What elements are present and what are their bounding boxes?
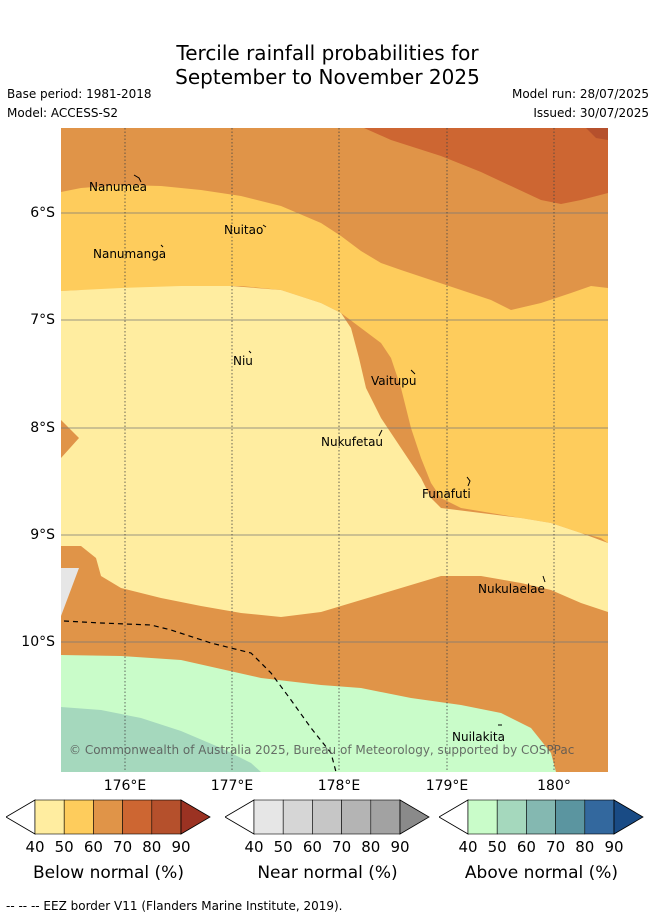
colorbar-extend-low xyxy=(6,799,36,835)
base-period: Base period: 1981-2018 xyxy=(7,87,152,101)
colorbar-swatch xyxy=(93,799,123,835)
colorbar-tick-label: 50 xyxy=(273,838,293,856)
colorbar-swatch xyxy=(312,799,342,835)
zone-below-70 xyxy=(364,128,608,204)
place-label: Nanumea xyxy=(89,180,147,194)
colorbar-swatch xyxy=(253,799,284,835)
eez-border xyxy=(63,620,337,772)
island-outlines xyxy=(133,174,546,726)
colorbar-tick-label: 50 xyxy=(54,838,74,856)
colorbar-extend-low xyxy=(439,799,469,835)
colorbar-extend-high xyxy=(399,799,430,835)
zone-near-40 xyxy=(61,568,79,616)
latitude-gridlines xyxy=(61,212,608,643)
lat-label-6s: 6°S xyxy=(30,205,55,221)
colorbar-tick-label: 80 xyxy=(361,838,381,856)
place-label: Funafuti xyxy=(422,487,471,501)
lon-label-177e: 177°E xyxy=(210,778,254,794)
colorbar-tick-label: 80 xyxy=(575,838,595,856)
colorbar-swatch xyxy=(526,799,556,835)
colorbar-swatch xyxy=(467,799,498,835)
zone-below-40 xyxy=(61,286,608,617)
near-normal-colorbar xyxy=(225,799,430,835)
zone-below-50 xyxy=(61,185,608,543)
map-title-line1: Tercile rainfall probabilities for xyxy=(176,41,479,65)
rainfall-map: Nanumea Nuitao Nanumanga Niu Vaitupu Nuk… xyxy=(61,128,608,772)
eez-footnote: -- -- -- EEZ border V11 (Flanders Marine… xyxy=(6,899,343,913)
colorbar-tick-label: 60 xyxy=(516,838,536,856)
colorbar-tick-label: 80 xyxy=(142,838,162,856)
colorbar-tick-label: 70 xyxy=(113,838,133,856)
longitude-gridlines xyxy=(124,128,555,772)
colorbar-tick-label: 40 xyxy=(244,838,264,856)
lat-label-7s: 7°S xyxy=(30,312,55,328)
map-title-line2: September to November 2025 xyxy=(175,65,480,89)
colorbar-tick-label: 40 xyxy=(458,838,478,856)
lon-label-180: 180° xyxy=(537,778,571,794)
colorbar-tick-label: 50 xyxy=(487,838,507,856)
lon-label-176e: 176°E xyxy=(103,778,147,794)
colorbar-tick-label: 40 xyxy=(25,838,45,856)
place-label: Nanumanga xyxy=(93,247,166,261)
colorbar-swatch xyxy=(63,799,94,835)
place-label: Nukufetau xyxy=(321,435,383,449)
near-normal-colorbar-label: Near normal (%) xyxy=(257,863,398,883)
colorbar-tick-label: 60 xyxy=(83,838,103,856)
lat-label-9s: 9°S xyxy=(30,527,55,543)
colorbar-swatch xyxy=(34,799,65,835)
colorbar-swatch xyxy=(282,799,313,835)
above-normal-colorbar-label: Above normal (%) xyxy=(464,863,619,883)
colorbar-swatch xyxy=(122,799,153,835)
colorbar-extend-high xyxy=(180,799,211,835)
place-label: Nukulaelae xyxy=(478,582,545,596)
map-svg: Nanumea Nuitao Nanumanga Niu Vaitupu Nuk… xyxy=(61,128,608,772)
colorbar-swatch xyxy=(496,799,527,835)
colorbar-swatch xyxy=(584,799,615,835)
below-normal-colorbar-label: Below normal (%) xyxy=(33,863,184,883)
below-normal-colorbar xyxy=(6,799,211,835)
colorbar-tick-label: 90 xyxy=(604,838,624,856)
place-label: Vaitupu xyxy=(371,374,417,388)
colorbar-tick-label: 70 xyxy=(332,838,352,856)
lon-label-178e: 178°E xyxy=(317,778,361,794)
zone-above-50 xyxy=(61,707,261,772)
colorbar-swatch xyxy=(151,799,182,835)
model-name: Model: ACCESS-S2 xyxy=(7,106,119,120)
lat-label-8s: 8°S xyxy=(30,420,55,436)
colorbar-swatch xyxy=(555,799,586,835)
colorbar-tick-label: 90 xyxy=(171,838,191,856)
lat-label-10s: 10°S xyxy=(21,634,55,650)
colorbar-extend-low xyxy=(225,799,255,835)
place-label: Nuitao xyxy=(224,223,263,237)
colorbar-extend-high xyxy=(613,799,644,835)
copyright-notice: © Commonwealth of Australia 2025, Bureau… xyxy=(69,743,574,757)
colorbar-swatch xyxy=(370,799,401,835)
above-normal-colorbar xyxy=(439,799,644,835)
place-label: Nuilakita xyxy=(452,730,505,744)
zone-below-80 xyxy=(586,128,608,140)
colorbar-tick-label: 70 xyxy=(546,838,566,856)
lon-label-179e: 179°E xyxy=(425,778,469,794)
colorbar-tick-label: 60 xyxy=(302,838,322,856)
issued-date: Issued: 30/07/2025 xyxy=(533,106,649,120)
colorbar-swatch xyxy=(341,799,372,835)
place-label: Niu xyxy=(233,354,253,368)
model-run: Model run: 28/07/2025 xyxy=(511,87,649,101)
colorbar-tick-label: 90 xyxy=(390,838,410,856)
